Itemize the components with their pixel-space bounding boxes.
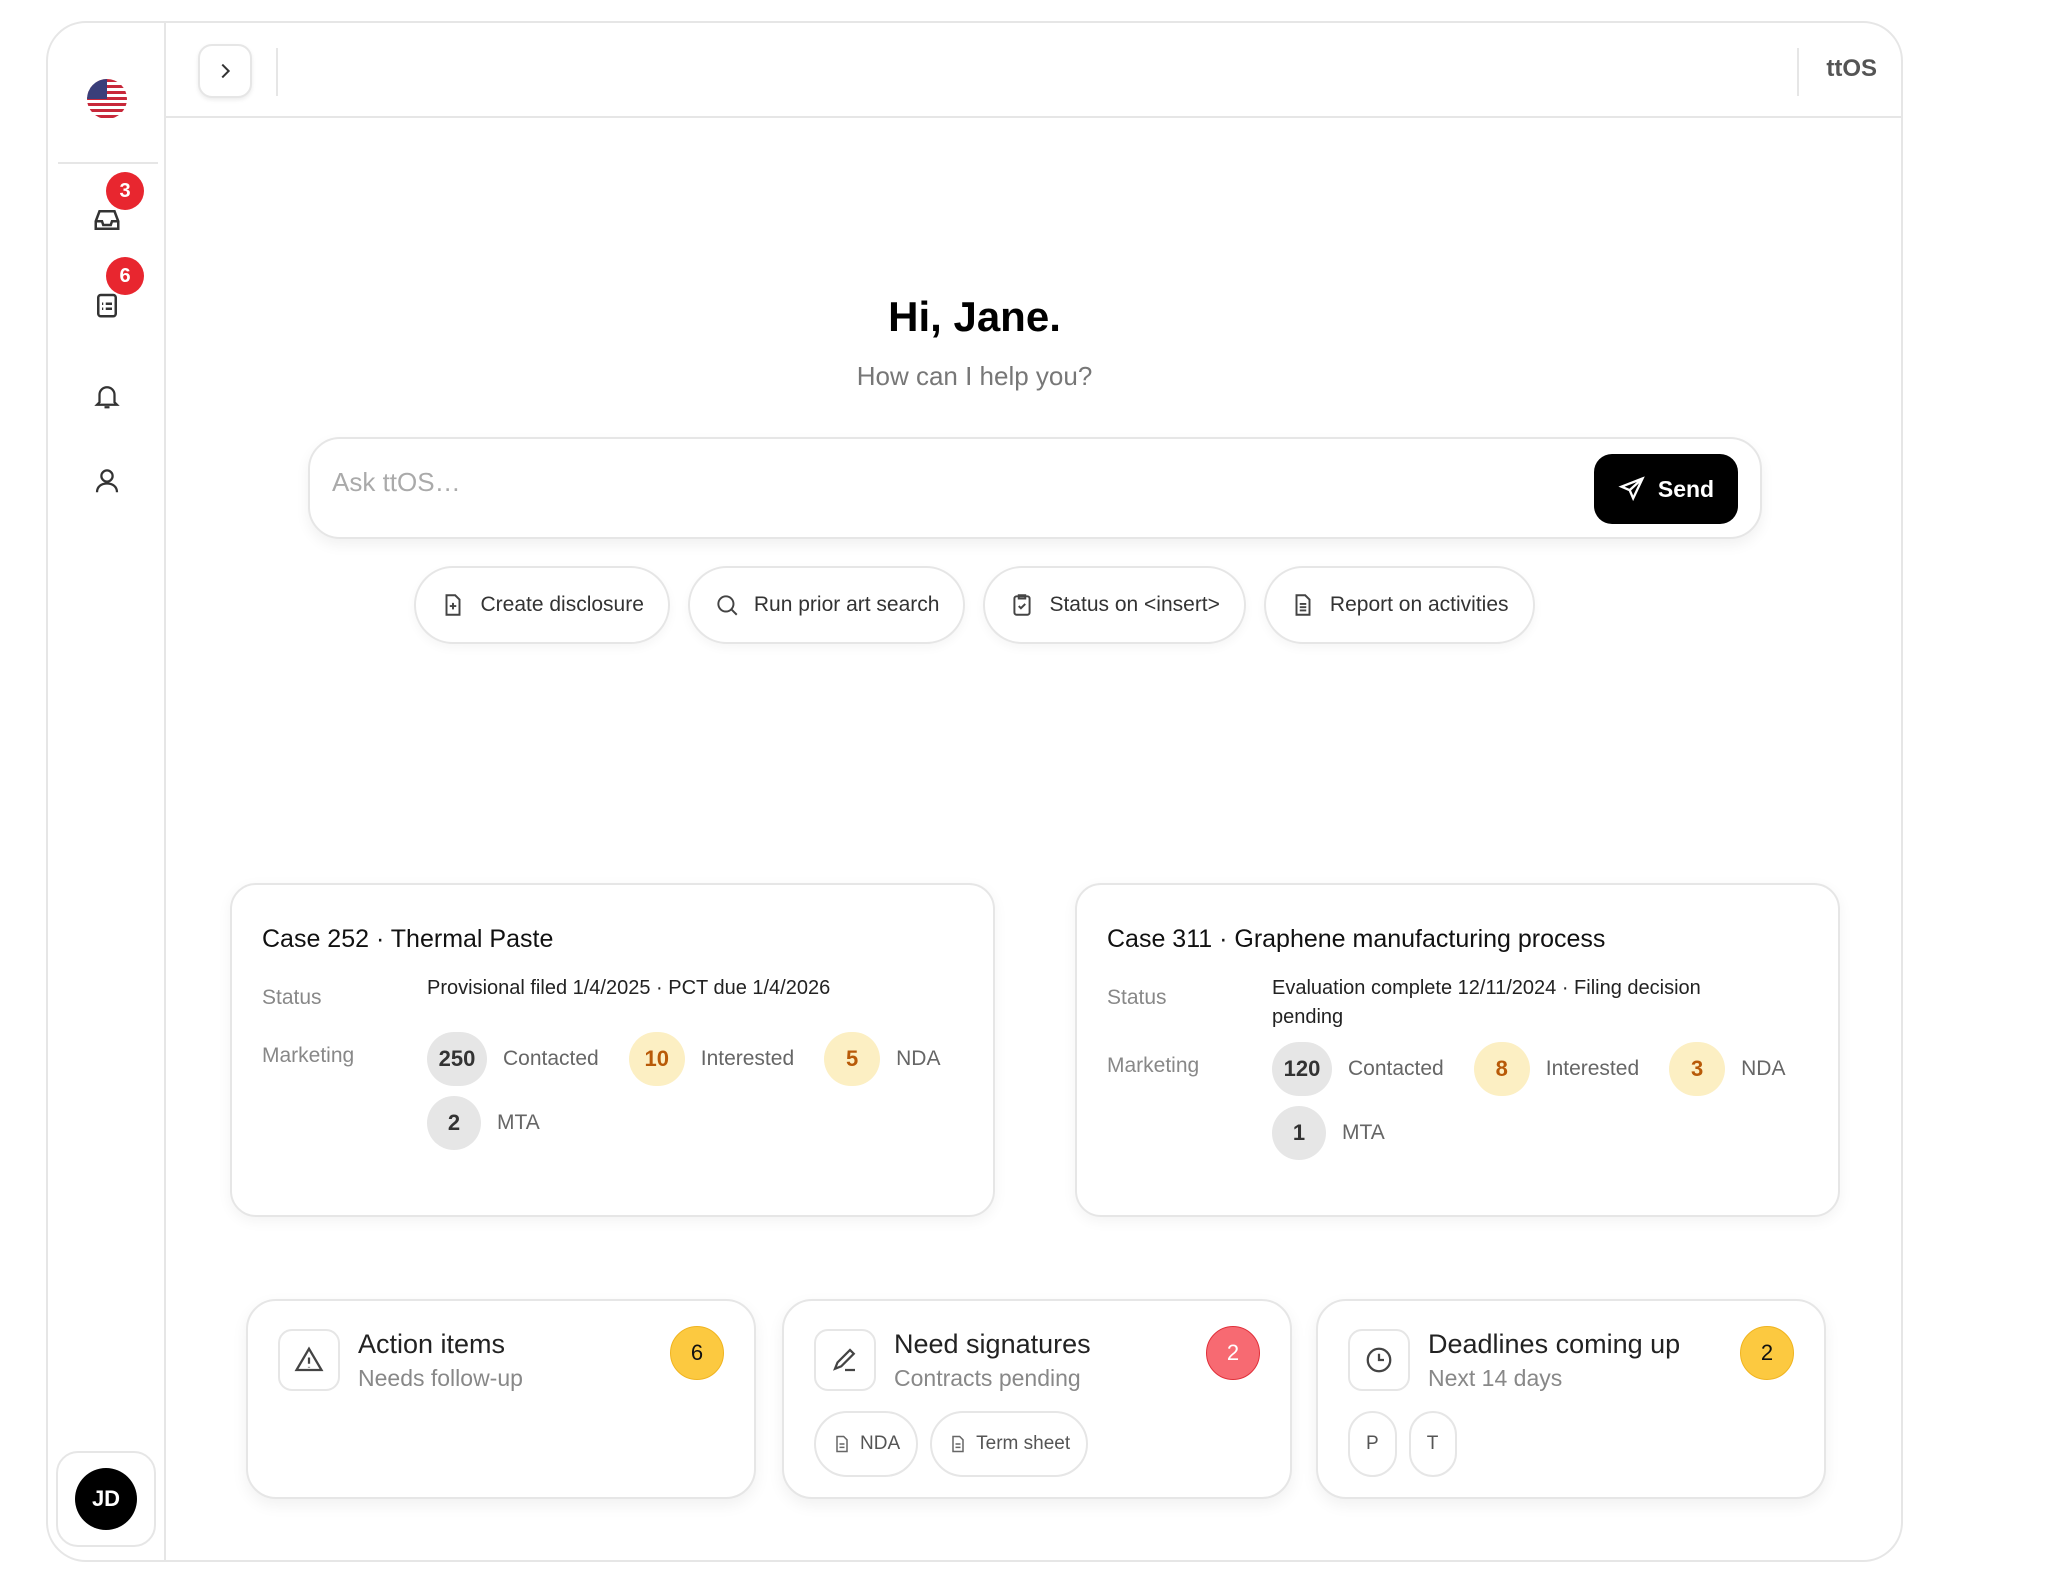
tag-nda[interactable]: NDA (814, 1411, 919, 1477)
expand-sidebar-button[interactable] (198, 44, 252, 98)
page-title: Hi, Jane. (888, 293, 1061, 340)
clipboard-check-icon (1013, 594, 1032, 616)
tasks-icon[interactable] (90, 288, 124, 322)
search-icon (717, 595, 738, 616)
send-label: Send (1657, 475, 1715, 502)
metric-count: 1 (1272, 1106, 1326, 1160)
marketing-label: Marketing (262, 1044, 355, 1067)
chip-prior-art-search[interactable]: Run prior art search (687, 566, 966, 644)
brand-label: ttOS (1826, 55, 1877, 82)
metric-count: 8 (1473, 1042, 1530, 1096)
bell-icon[interactable] (90, 379, 124, 413)
card-subtitle: Needs follow-up (358, 1365, 523, 1391)
app-window: 3 6 JD ttOS Hi, Jane. How can I help you… (46, 21, 1903, 1562)
case-title: Case 252 · Thermal Paste (262, 925, 554, 953)
metric-label: Contacted (1348, 1057, 1444, 1080)
header-divider (276, 48, 278, 96)
metric-label: Interested (700, 1047, 795, 1070)
metric-label: Interested (1545, 1057, 1640, 1080)
file-text-icon (1295, 594, 1311, 616)
card-title: Need signatures (894, 1329, 1091, 1359)
card-subtitle: Next 14 days (1428, 1365, 1563, 1391)
action-items-card[interactable]: Action items Needs follow-up 6 (246, 1299, 756, 1499)
tag-label: T (1426, 1433, 1439, 1454)
inbox-icon[interactable] (90, 203, 124, 237)
count-badge: 2 (1206, 1326, 1260, 1380)
avatar[interactable]: JD (75, 1468, 137, 1530)
tag-label: Term sheet (976, 1433, 1071, 1454)
chevron-right-icon (221, 63, 231, 79)
metric-label: MTA (1342, 1121, 1385, 1144)
chip-create-disclosure[interactable]: Create disclosure (414, 566, 670, 644)
avatar-container: JD (56, 1451, 156, 1547)
case-card[interactable]: Case 311 · Graphene manufacturing proces… (1075, 883, 1840, 1217)
file-icon (836, 1435, 848, 1453)
chip-label: Run prior art search (753, 593, 940, 616)
sidebar: 3 6 JD (48, 23, 166, 1560)
file-plus-icon (446, 594, 461, 616)
metric-count: 10 (628, 1032, 685, 1086)
chip-label: Status on <insert> (1049, 593, 1220, 616)
metric-count: 3 (1669, 1042, 1726, 1096)
inbox-badge: 3 (106, 172, 144, 210)
warning-icon (278, 1329, 340, 1391)
header: ttOS (166, 23, 1901, 118)
sidebar-divider (58, 162, 158, 164)
tag-term-sheet[interactable]: Term sheet (930, 1411, 1089, 1477)
ask-input[interactable] (332, 467, 1532, 498)
file-icon (952, 1435, 964, 1453)
need-signatures-card[interactable]: Need signatures Contracts pending 2 NDA … (782, 1299, 1292, 1499)
send-button[interactable]: Send (1594, 454, 1738, 524)
card-subtitle: Contracts pending (894, 1365, 1081, 1391)
metric-label: Contacted (503, 1047, 599, 1070)
send-icon (1618, 476, 1645, 502)
card-title: Action items (358, 1329, 506, 1359)
status-label: Status (1107, 986, 1167, 1009)
status-value: Provisional filed 1/4/2025 · PCT due 1/4… (427, 977, 831, 999)
marketing-label: Marketing (1107, 1054, 1200, 1077)
clock-icon (1348, 1329, 1410, 1391)
status-label: Status (262, 986, 322, 1009)
tag-label: P (1366, 1433, 1379, 1454)
metric-count: 250 (427, 1032, 487, 1086)
tasks-badge: 6 (106, 257, 144, 295)
ask-box: Send (308, 437, 1762, 539)
metric-count: 120 (1272, 1042, 1332, 1096)
chip-status[interactable]: Status on <insert> (983, 566, 1246, 644)
marketing-metrics: 250 Contacted 10 Interested 5 NDA 2 MTA (427, 1032, 963, 1150)
us-flag-icon[interactable] (87, 79, 127, 119)
deadlines-card[interactable]: Deadlines coming up Next 14 days 2 P T (1316, 1299, 1826, 1499)
count-badge: 2 (1740, 1326, 1794, 1380)
case-card[interactable]: Case 252 · Thermal Paste Status Provision… (230, 883, 995, 1217)
metric-count: 5 (824, 1032, 881, 1086)
case-title: Case 311 · Graphene manufacturing proces… (1107, 925, 1606, 953)
metric-count: 2 (427, 1096, 481, 1150)
chip-label: Report on activities (1329, 593, 1509, 616)
user-icon[interactable] (90, 464, 124, 498)
metric-label: NDA (1741, 1057, 1786, 1080)
pen-icon (814, 1329, 876, 1391)
quick-actions: Create disclosure Run prior art search S… (48, 566, 1901, 644)
metric-label: NDA (896, 1047, 941, 1070)
tag-label: NDA (860, 1433, 901, 1454)
metric-label: MTA (497, 1111, 540, 1134)
chip-label: Create disclosure (480, 593, 644, 616)
count-badge: 6 (670, 1326, 724, 1380)
tag-t[interactable]: T (1408, 1411, 1457, 1477)
tag-p[interactable]: P (1348, 1411, 1397, 1477)
chip-report-activities[interactable]: Report on activities (1263, 566, 1535, 644)
status-value: Evaluation complete 12/11/2024 · Filing … (1272, 977, 1701, 1028)
card-title: Deadlines coming up (1428, 1329, 1681, 1359)
page-subtitle: How can I help you? (856, 361, 1093, 391)
marketing-metrics: 120 Contacted 8 Interested 3 NDA 1 MTA (1272, 1042, 1808, 1160)
header-divider (1797, 48, 1799, 96)
